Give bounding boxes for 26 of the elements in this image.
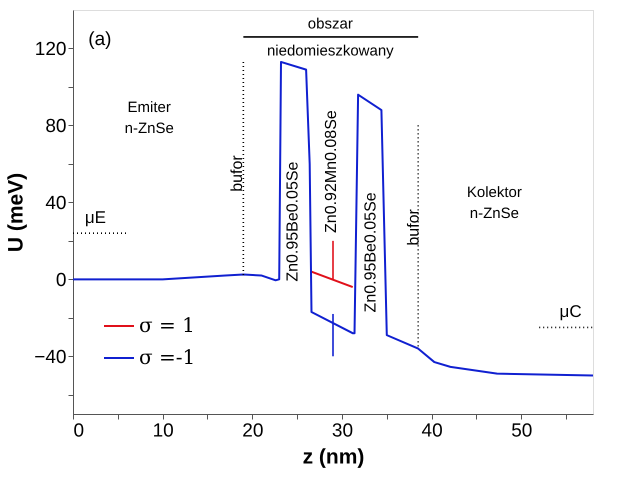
y-tick-label: 120 — [34, 38, 66, 60]
y-tick-label: 80 — [45, 116, 66, 137]
annotation: μC — [560, 302, 582, 322]
x-tick-label: 0 — [74, 420, 84, 442]
annotation: obszar niedomieszkowany — [266, 15, 394, 60]
x-tick-label: 10 — [152, 420, 174, 442]
annotation: Kolektor n-ZnSe — [466, 184, 522, 222]
legend-label: σ =-1 — [139, 345, 196, 369]
annotation: Emiter n-ZnSe — [124, 99, 174, 138]
x-tick-label: 50 — [511, 420, 532, 442]
x-tick-label: 30 — [332, 420, 354, 442]
annotation: bufor — [406, 208, 423, 246]
y-tick-label: 0 — [56, 270, 66, 291]
annotation: μE — [84, 208, 106, 227]
x-axis-title: z (nm) — [302, 446, 364, 468]
annotation: bufor — [229, 154, 246, 192]
legend-label: σ = 1 — [139, 313, 195, 337]
x-tick-label: 20 — [242, 420, 264, 442]
x-tick-label: 40 — [422, 420, 443, 442]
annotation: Zn0.95Be0.05Se — [284, 161, 302, 282]
y-tick-label: −40 — [34, 346, 66, 368]
annotation: Zn0.95Be0.05Se — [362, 192, 380, 312]
annotation: Zn0.92Mn0.08Se — [323, 110, 340, 233]
y-axis-title: U (meV) — [4, 172, 28, 252]
y-tick-label: 40 — [45, 192, 66, 214]
annotation: (a) — [88, 28, 112, 50]
